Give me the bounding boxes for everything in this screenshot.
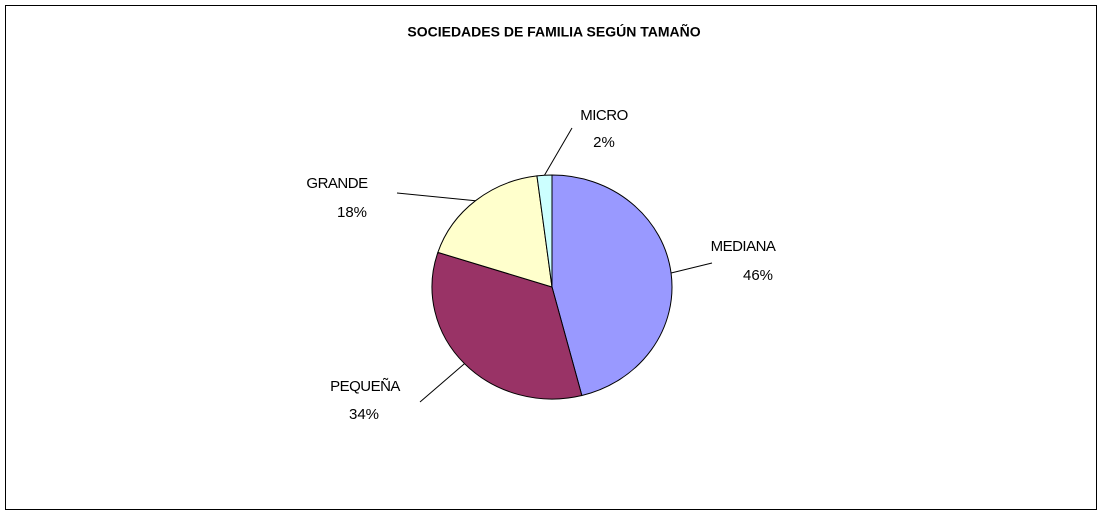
slice-value-label: 46% — [743, 267, 773, 284]
slice-value-label: 34% — [349, 406, 379, 423]
slice-label: MICRO — [580, 107, 628, 124]
leader-line — [419, 363, 465, 403]
slice-label: PEQUEÑA — [330, 378, 400, 395]
leader-line — [396, 192, 476, 202]
chart-title: SOCIEDADES DE FAMILIA SEGÚN TAMAÑO — [407, 23, 700, 40]
slice-label: GRANDE — [306, 175, 368, 192]
pie-slice — [551, 174, 673, 397]
leader-line — [544, 127, 573, 176]
pie-slice — [431, 251, 583, 400]
slice-value-label: 18% — [337, 204, 367, 221]
leader-line — [670, 262, 713, 274]
pie-slice — [437, 175, 553, 288]
slice-label: MEDIANA — [711, 238, 776, 255]
slice-value-label: 2% — [593, 134, 615, 151]
